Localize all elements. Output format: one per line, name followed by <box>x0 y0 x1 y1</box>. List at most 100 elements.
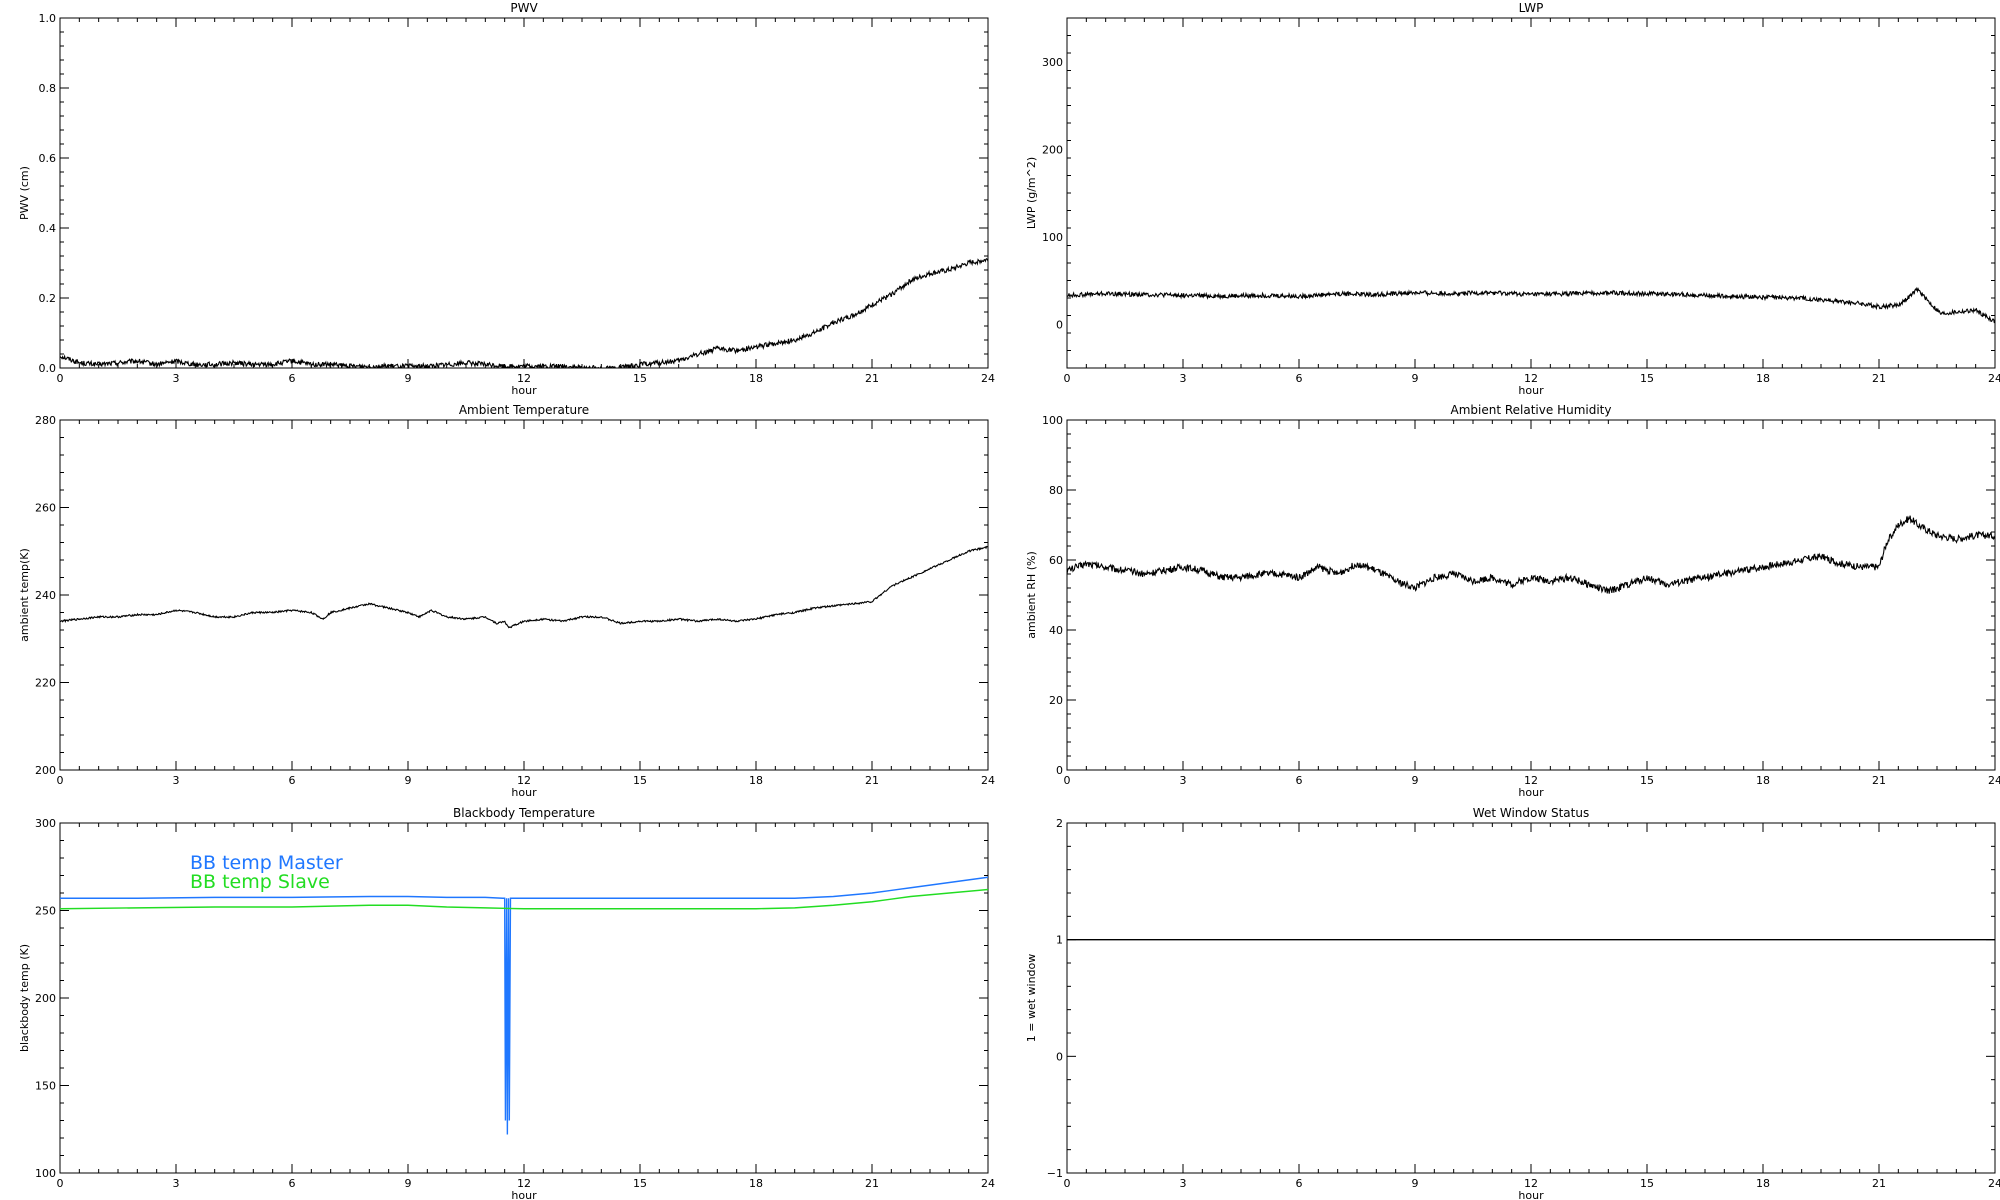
lwp-x-tick-label: 0 <box>1064 372 1071 385</box>
ambient-temperature-x-tick-label: 12 <box>517 774 531 787</box>
ambient-temperature-x-axis-label: hour <box>511 786 537 799</box>
pwv-x-tick-label: 0 <box>57 372 64 385</box>
wet-window-status-x-axis-label: hour <box>1518 1189 1544 1200</box>
pwv-x-axis-label: hour <box>511 384 537 397</box>
wet-window-status-x-tick-label: 0 <box>1064 1177 1071 1190</box>
lwp-x-tick-label: 6 <box>1296 372 1303 385</box>
ambient-relative-humidity-y-axis-label: ambient RH (%) <box>1025 551 1038 639</box>
lwp-x-tick-label: 21 <box>1872 372 1886 385</box>
ambient-relative-humidity-x-tick-label: 9 <box>1412 774 1419 787</box>
ambient-temperature-x-tick-label: 18 <box>749 774 763 787</box>
blackbody-temperature-x-axis-label: hour <box>511 1189 537 1200</box>
pwv-y-tick-label: 0.8 <box>39 82 57 95</box>
pwv-y-tick-label: 1.0 <box>39 12 57 25</box>
wet-window-status-x-tick-label: 24 <box>1988 1177 2000 1190</box>
lwp-x-tick-label: 9 <box>1412 372 1419 385</box>
blackbody-temperature-y-tick-label: 150 <box>35 1080 56 1093</box>
ambient-temperature-x-tick-label: 9 <box>405 774 412 787</box>
ambient-temperature-y-tick-label: 240 <box>35 589 56 602</box>
blackbody-temperature-y-axis-label: blackbody temp (K) <box>18 944 31 1052</box>
ambient-relative-humidity-plot-frame <box>1066 419 1996 771</box>
pwv-series-0-line <box>60 258 988 368</box>
blackbody-temperature-x-tick-label: 12 <box>517 1177 531 1190</box>
ambient-temperature-y-tick-label: 200 <box>35 764 56 777</box>
lwp-series-0-line <box>1067 286 1995 324</box>
lwp-x-axis-label: hour <box>1518 384 1544 397</box>
ambient-relative-humidity-y-tick-label: 40 <box>1049 624 1063 637</box>
blackbody-temperature-legend-bb-temp-master: BB temp Master <box>190 852 343 874</box>
ambient-relative-humidity-x-tick-label: 24 <box>1988 774 2000 787</box>
lwp-x-tick-label: 24 <box>1988 372 2000 385</box>
blackbody-temperature-x-tick-label: 3 <box>173 1177 180 1190</box>
blackbody-temperature-x-tick-label: 24 <box>981 1177 995 1190</box>
pwv-y-tick-label: 0.6 <box>39 152 57 165</box>
ambient-temperature-y-tick-label: 280 <box>35 414 56 427</box>
blackbody-temperature-chart-title: Blackbody Temperature <box>453 806 595 820</box>
ambient-relative-humidity-x-tick-label: 6 <box>1296 774 1303 787</box>
ambient-relative-humidity-x-tick-label: 21 <box>1872 774 1886 787</box>
blackbody-temperature-x-tick-label: 18 <box>749 1177 763 1190</box>
wet-window-status-x-tick-label: 9 <box>1412 1177 1419 1190</box>
ambient-temperature-plot-frame <box>59 419 989 771</box>
wet-window-status-plot-frame <box>1066 822 1996 1174</box>
wet-window-status-chart-title: Wet Window Status <box>1473 806 1589 820</box>
ambient-temperature-y-axis-label: ambient temp(K) <box>18 548 31 642</box>
lwp-x-tick-label: 3 <box>1180 372 1187 385</box>
pwv-x-tick-label: 12 <box>517 372 531 385</box>
wet-window-status-y-tick-label: −1 <box>1047 1167 1063 1180</box>
ambient-relative-humidity-series-0-line <box>1067 515 1995 594</box>
ambient-temperature-x-tick-label: 0 <box>57 774 64 787</box>
lwp-y-tick-label: 200 <box>1042 143 1063 156</box>
ambient-temperature-chart-title: Ambient Temperature <box>459 403 589 417</box>
wet-window-status-y-axis-label: 1 = wet window <box>1025 954 1038 1043</box>
blackbody-temperature-y-tick-label: 200 <box>35 992 56 1005</box>
lwp-x-tick-label: 15 <box>1640 372 1654 385</box>
blackbody-temperature-y-tick-label: 250 <box>35 905 56 918</box>
ambient-temperature-x-tick-label: 15 <box>633 774 647 787</box>
ambient-relative-humidity-x-axis-label: hour <box>1518 786 1544 799</box>
pwv-x-tick-label: 21 <box>865 372 879 385</box>
lwp-y-tick-label: 300 <box>1042 56 1063 69</box>
ambient-temperature-x-tick-label: 24 <box>981 774 995 787</box>
blackbody-temperature-y-tick-label: 100 <box>35 1167 56 1180</box>
ambient-temperature-panel: 0 3 6 9 12 15 18 21 24 200 220 240 260 280 Ambient Tem… <box>18 403 995 799</box>
blackbody-temperature-panel: 0 3 6 9 12 15 18 21 24 100 150 200 250 300 Blackbody T… <box>18 806 995 1200</box>
ambient-temperature-series-0-line <box>60 545 988 629</box>
ambient-relative-humidity-x-tick-label: 0 <box>1064 774 1071 787</box>
ambient-relative-humidity-x-tick-label: 15 <box>1640 774 1654 787</box>
blackbody-temperature-bb-temp-master-line <box>60 876 988 1135</box>
pwv-y-axis-label: PWV (cm) <box>18 166 31 220</box>
lwp-panel: 0 3 6 9 12 15 18 21 24 0 100 200 300 LWP hour LWP (g/m^… <box>1025 1 2000 397</box>
pwv-plot-frame <box>59 17 989 369</box>
wet-window-status-y-tick-label: 1 <box>1056 934 1063 947</box>
blackbody-temperature-x-tick-label: 21 <box>865 1177 879 1190</box>
wet-window-status-y-tick-label: 2 <box>1056 817 1063 830</box>
ambient-temperature-x-tick-label: 6 <box>289 774 296 787</box>
ambient-relative-humidity-y-tick-label: 0 <box>1056 764 1063 777</box>
wet-window-status-x-tick-label: 18 <box>1756 1177 1770 1190</box>
lwp-plot-frame <box>1066 17 1996 369</box>
ambient-temperature-x-tick-label: 3 <box>173 774 180 787</box>
wet-window-status-x-tick-label: 12 <box>1524 1177 1538 1190</box>
ambient-relative-humidity-x-tick-label: 3 <box>1180 774 1187 787</box>
pwv-x-tick-label: 9 <box>405 372 412 385</box>
wet-window-status-x-tick-label: 3 <box>1180 1177 1187 1190</box>
blackbody-temperature-x-tick-label: 15 <box>633 1177 647 1190</box>
lwp-y-tick-label: 0 <box>1056 318 1063 331</box>
ambient-temperature-x-tick-label: 21 <box>865 774 879 787</box>
lwp-x-tick-label: 18 <box>1756 372 1770 385</box>
ambient-relative-humidity-chart-title: Ambient Relative Humidity <box>1451 403 1612 417</box>
pwv-y-tick-label: 0.2 <box>39 292 57 305</box>
ambient-relative-humidity-y-tick-label: 80 <box>1049 484 1063 497</box>
ambient-temperature-y-tick-label: 260 <box>35 502 56 515</box>
ambient-relative-humidity-x-tick-label: 12 <box>1524 774 1538 787</box>
blackbody-temperature-x-tick-label: 0 <box>57 1177 64 1190</box>
pwv-x-tick-label: 24 <box>981 372 995 385</box>
ambient-relative-humidity-y-tick-label: 100 <box>1042 414 1063 427</box>
ambient-relative-humidity-panel: 0 3 6 9 12 15 18 21 24 0 20 40 60 80 100 Ambient Relati… <box>1025 403 2000 799</box>
lwp-y-tick-label: 100 <box>1042 231 1063 244</box>
wet-window-status-x-tick-label: 21 <box>1872 1177 1886 1190</box>
pwv-x-tick-label: 15 <box>633 372 647 385</box>
